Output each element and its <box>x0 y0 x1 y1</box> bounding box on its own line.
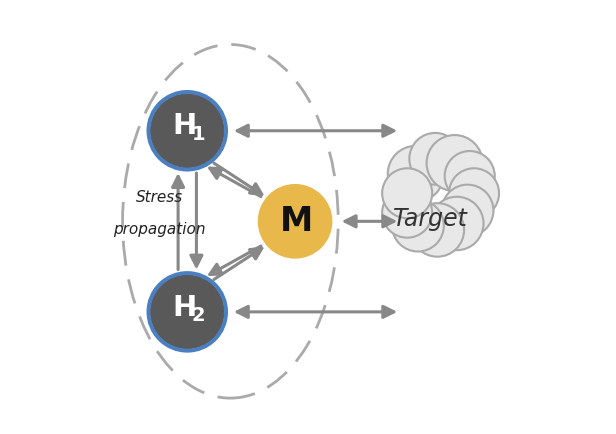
Circle shape <box>445 151 495 201</box>
Circle shape <box>382 187 432 238</box>
Text: $\mathbf{M}$: $\mathbf{M}$ <box>279 205 311 238</box>
Circle shape <box>392 200 444 251</box>
Text: $\mathbf{1}$: $\mathbf{1}$ <box>191 125 205 144</box>
Circle shape <box>430 197 484 250</box>
Text: propagation: propagation <box>113 223 206 237</box>
Circle shape <box>410 133 461 184</box>
Circle shape <box>382 187 432 238</box>
Circle shape <box>411 203 464 256</box>
Circle shape <box>442 184 493 237</box>
Text: $\mathbf{H}$: $\mathbf{H}$ <box>172 112 196 141</box>
Text: Target: Target <box>394 207 468 231</box>
Circle shape <box>430 197 484 250</box>
Text: $\mathbf{H}$: $\mathbf{H}$ <box>172 293 196 322</box>
Circle shape <box>445 151 495 201</box>
Circle shape <box>449 168 499 218</box>
Circle shape <box>150 275 224 349</box>
Circle shape <box>449 168 499 218</box>
Circle shape <box>427 135 483 191</box>
Circle shape <box>388 146 444 202</box>
Circle shape <box>382 168 432 218</box>
Text: Stress: Stress <box>136 190 183 205</box>
Circle shape <box>258 184 332 258</box>
Circle shape <box>382 168 432 218</box>
Circle shape <box>410 133 461 184</box>
Circle shape <box>392 200 444 251</box>
Circle shape <box>442 184 493 237</box>
Circle shape <box>411 203 464 256</box>
Circle shape <box>427 135 483 191</box>
Circle shape <box>388 146 444 202</box>
Circle shape <box>150 94 224 168</box>
Text: $\mathbf{2}$: $\mathbf{2}$ <box>191 306 205 325</box>
